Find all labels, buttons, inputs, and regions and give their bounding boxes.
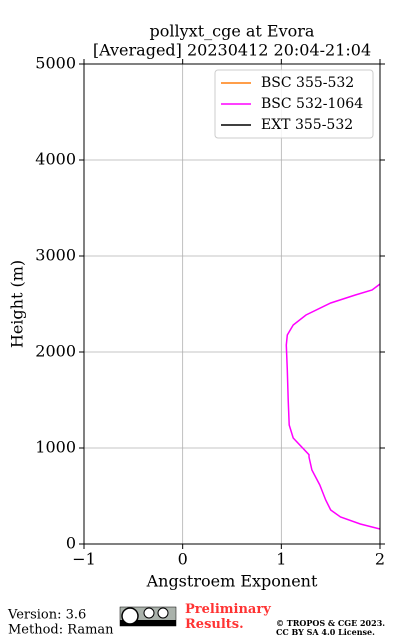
y-tick-label: 4000: [35, 150, 76, 169]
y-axis-label: Height (m): [8, 260, 27, 348]
legend-label: BSC 532-1064: [261, 96, 363, 112]
notice-text: Preliminary: [185, 602, 271, 617]
y-tick-label: 2000: [35, 342, 76, 361]
notice: Preliminary Results.: [185, 602, 271, 632]
notice-text-cont: Results.: [185, 617, 244, 632]
x-axis-label: Angstroem Exponent: [146, 572, 318, 591]
y-tick-label: 3000: [35, 246, 76, 265]
y-tick-label: 1000: [35, 438, 76, 457]
chart-subtitle: [Averaged] 20230412 20:04-21:04: [93, 41, 371, 60]
license: CC BY SA 4.0 License.: [276, 627, 375, 637]
method: Method: Raman: [8, 623, 114, 638]
profile-line: [285, 283, 380, 530]
x-tick-label: −1: [72, 550, 96, 569]
chart-title: pollyxt_cge at Evora: [150, 22, 315, 41]
legend-label: BSC 355-532: [261, 75, 354, 91]
y-tick-label: 0: [66, 534, 76, 553]
y-tick-label: 5000: [35, 54, 76, 73]
x-tick-label: 1: [276, 550, 286, 569]
version: Version: 3.6: [7, 608, 86, 623]
plot-frame: [83, 63, 381, 545]
copyright: © TROPOS & CGE 2023.: [276, 618, 385, 628]
x-tick-label: 2: [375, 550, 385, 569]
x-tick-label: 0: [178, 550, 188, 569]
plot-lines: [285, 283, 380, 530]
legend-label: EXT 355-532: [261, 117, 353, 133]
legend-box: [214, 69, 374, 139]
cc-badge: [119, 606, 177, 627]
legend: BSC 355-532 BSC 532-1064 EXT 355-532: [221, 75, 363, 133]
